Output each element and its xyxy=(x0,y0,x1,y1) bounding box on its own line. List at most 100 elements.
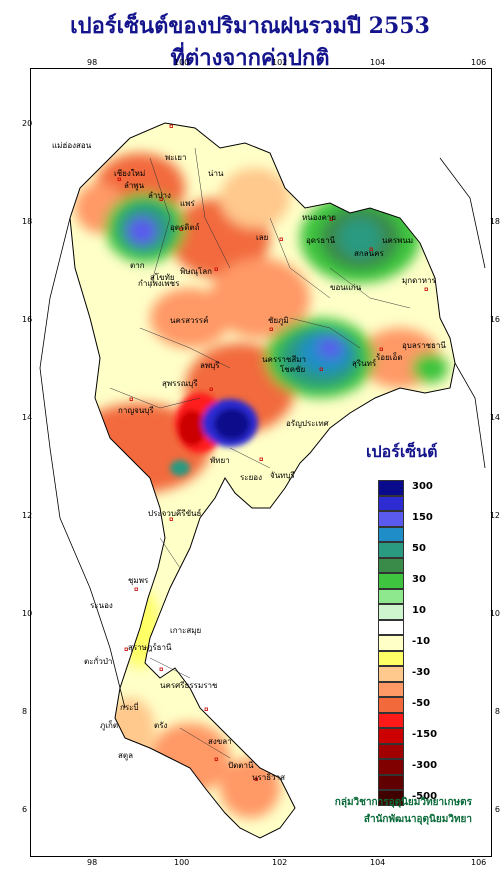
place-label: น่าน xyxy=(208,169,224,178)
legend-swatch xyxy=(378,511,404,527)
credit-line-1: กลุ่มวิชาการอุตุนิยมวิทยาเกษตร xyxy=(334,797,472,808)
legend-value-label: -30 xyxy=(412,667,431,678)
legend-value-label: -50 xyxy=(412,698,431,709)
place-label: ลำปาง xyxy=(148,191,171,200)
legend-swatch xyxy=(378,588,404,604)
lon-tick-top: 98 xyxy=(87,58,98,67)
place-label: ตะกั่วป่า xyxy=(84,655,112,666)
place-label: มุกดาหาร xyxy=(402,276,437,285)
legend-color-scale xyxy=(378,480,404,806)
legend-swatch xyxy=(378,573,404,589)
legend-swatch xyxy=(378,650,404,666)
legend-swatch xyxy=(378,526,404,542)
place-label: พัทยา xyxy=(210,456,230,465)
place-label: สุพรรณบุรี xyxy=(162,379,198,388)
place-label: ปัตตานี xyxy=(228,761,254,770)
legend-title: เปอร์เซ็นต์ xyxy=(366,442,438,461)
lat-tick-right: 12 xyxy=(489,511,500,520)
place-label: จันทบุรี xyxy=(270,471,296,480)
place-label: โชคชัย xyxy=(280,364,305,374)
place-label: เชียงใหม่ xyxy=(114,169,145,178)
lat-tick-right: 10 xyxy=(489,609,500,618)
lat-tick-left: 20 xyxy=(22,119,33,128)
legend-swatch xyxy=(378,774,404,790)
legend-swatch xyxy=(378,495,404,511)
place-label: กำแพงเพชร xyxy=(138,279,180,288)
legend-swatch xyxy=(378,697,404,713)
place-label: สุราษฎร์ธานี xyxy=(128,642,172,652)
place-label: อุตรดิตถ์ xyxy=(170,222,200,232)
place-label: สุรินทร์ xyxy=(352,358,377,368)
lat-tick-right: 18 xyxy=(489,217,500,226)
lon-tick-top: 102 xyxy=(272,58,288,67)
place-label: ชัยภูมิ xyxy=(268,316,289,326)
lon-tick-bottom: 106 xyxy=(471,858,487,867)
place-label: ภูเก็ต xyxy=(100,720,118,731)
place-label: สุโขทัย xyxy=(150,272,175,282)
legend-swatch xyxy=(378,619,404,635)
legend-swatch xyxy=(378,542,404,558)
lat-tick-right: 6 xyxy=(494,805,500,814)
place-label: กระบี่ xyxy=(120,701,139,712)
lat-tick-left: 6 xyxy=(22,805,28,814)
place-label: นครศรีธรรมราช xyxy=(160,681,218,690)
place-label: ระนอง xyxy=(90,601,113,610)
lon-tick-bottom: 100 xyxy=(174,858,190,867)
place-label: ชุมพร xyxy=(128,576,149,585)
lat-tick-left: 12 xyxy=(22,511,33,520)
place-label: ระยอง xyxy=(240,473,262,482)
legend-swatch xyxy=(378,790,404,806)
legend-value-label: 30 xyxy=(412,574,426,585)
place-label: ตรัง xyxy=(154,721,167,730)
place-label: พะเยา xyxy=(165,153,186,162)
legend-swatch xyxy=(378,743,404,759)
place-label: ลพบุรี xyxy=(200,361,220,370)
place-label: ขอนแก่น xyxy=(330,283,362,292)
place-label: อุบลราชธานี xyxy=(402,341,446,350)
legend-value-label: 150 xyxy=(412,512,433,523)
place-label: นครสวรรค์ xyxy=(170,315,208,325)
legend-swatch xyxy=(378,666,404,682)
legend-swatch xyxy=(378,728,404,744)
map-title-line2: ที่ต่างจากค่าปกติ xyxy=(170,45,330,71)
legend-value-label: -300 xyxy=(412,760,438,771)
place-label: นครราชสีมา xyxy=(262,355,306,364)
lat-tick-right: 14 xyxy=(489,413,500,422)
place-label: สตูล xyxy=(118,751,133,761)
lat-tick-left: 10 xyxy=(22,609,33,618)
legend-swatch xyxy=(378,681,404,697)
lon-tick-top: 106 xyxy=(471,58,487,67)
legend-swatch xyxy=(378,759,404,775)
lat-tick-right: 8 xyxy=(494,707,500,716)
place-label: เกาะสมุย xyxy=(170,626,201,635)
place-label: หนองคาย xyxy=(302,213,336,222)
lon-tick-bottom: 98 xyxy=(87,858,98,867)
place-label: ประจวบคีรีขันธ์ xyxy=(148,508,202,518)
place-label: ร้อยเอ็ด xyxy=(376,352,403,362)
lon-tick-bottom: 102 xyxy=(272,858,288,867)
legend-swatch xyxy=(378,480,404,496)
place-label: กาญจนบุรี xyxy=(118,406,154,415)
lat-tick-right: 16 xyxy=(489,315,500,324)
credit-line-2: สำนักพัฒนาอุตุนิยมวิทยา xyxy=(363,814,472,825)
place-label: นครพนม xyxy=(382,236,413,245)
lat-tick-left: 14 xyxy=(22,413,33,422)
place-label: แพร่ xyxy=(180,199,195,208)
lat-tick-left: 8 xyxy=(22,707,28,716)
place-label: นราธิวาส xyxy=(252,773,285,782)
place-label: สงขลา xyxy=(208,737,232,746)
legend-swatch xyxy=(378,557,404,573)
legend-value-label: -10 xyxy=(412,636,431,647)
legend-swatch xyxy=(378,635,404,651)
legend-value-label: -500 xyxy=(412,791,438,802)
map-title-line1: เปอร์เซ็นต์ของปริมาณฝนรวมปี 2553 xyxy=(70,13,430,39)
place-label: ตาก xyxy=(130,261,145,270)
place-label: สกลนคร xyxy=(354,249,384,258)
lon-tick-top: 104 xyxy=(370,58,386,67)
legend-value-label: 300 xyxy=(412,481,433,492)
legend-swatch xyxy=(378,712,404,728)
lon-tick-top: 100 xyxy=(174,58,190,67)
place-label: อรัญประเทศ xyxy=(286,419,329,428)
place-label: พิษณุโลก xyxy=(180,266,212,276)
legend-value-label: 50 xyxy=(412,543,426,554)
